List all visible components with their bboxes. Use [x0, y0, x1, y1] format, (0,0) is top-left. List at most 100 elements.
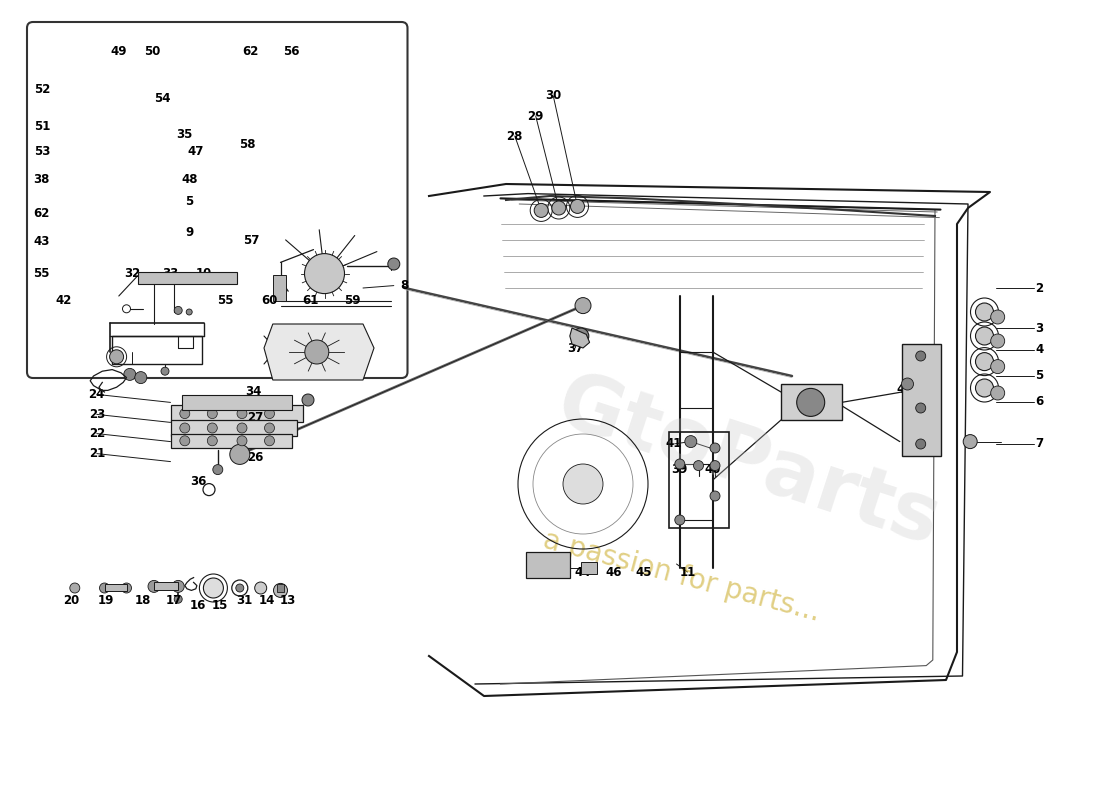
Text: 5: 5	[185, 195, 194, 208]
Circle shape	[976, 303, 993, 321]
Text: 24: 24	[89, 388, 104, 401]
Circle shape	[110, 350, 123, 364]
Circle shape	[230, 444, 250, 464]
Circle shape	[264, 436, 275, 446]
Bar	[581, 562, 597, 574]
Circle shape	[710, 461, 720, 470]
Text: 3: 3	[1035, 322, 1044, 334]
Circle shape	[124, 368, 135, 380]
Text: 48: 48	[180, 174, 198, 186]
Circle shape	[255, 582, 266, 594]
Circle shape	[915, 439, 926, 449]
Text: 57: 57	[243, 234, 258, 246]
Text: 23: 23	[89, 408, 104, 421]
Text: 16: 16	[190, 599, 206, 612]
Text: 45: 45	[636, 566, 651, 578]
Text: 39: 39	[672, 463, 688, 476]
Text: 35: 35	[177, 128, 192, 141]
Circle shape	[236, 409, 248, 418]
Text: 41: 41	[666, 438, 681, 450]
Circle shape	[207, 423, 218, 433]
Polygon shape	[570, 328, 590, 348]
Text: 59: 59	[344, 294, 361, 306]
Bar	[781, 384, 842, 420]
Text: 49: 49	[110, 46, 126, 58]
Circle shape	[693, 461, 704, 470]
Text: 28: 28	[507, 130, 522, 142]
Circle shape	[552, 201, 565, 215]
Circle shape	[236, 436, 248, 446]
Circle shape	[274, 583, 287, 598]
Text: 30: 30	[546, 90, 561, 102]
Circle shape	[305, 254, 344, 294]
Text: 9: 9	[185, 226, 194, 238]
Circle shape	[915, 403, 926, 413]
Circle shape	[388, 258, 399, 270]
Circle shape	[179, 436, 190, 446]
Circle shape	[976, 327, 993, 345]
Bar	[526, 552, 570, 578]
Text: 17: 17	[166, 594, 182, 606]
Text: 34: 34	[245, 386, 261, 398]
Text: 12: 12	[535, 566, 550, 578]
Text: 50: 50	[144, 46, 159, 58]
Circle shape	[575, 298, 591, 314]
Text: 61: 61	[302, 294, 318, 306]
Text: 62: 62	[243, 46, 258, 58]
Text: 55: 55	[34, 267, 51, 280]
Circle shape	[174, 595, 183, 603]
Bar	[902, 344, 940, 456]
Text: 22: 22	[89, 427, 104, 440]
Text: 53: 53	[34, 146, 50, 158]
Circle shape	[173, 581, 184, 592]
Bar	[170, 420, 297, 436]
Circle shape	[573, 328, 588, 344]
Circle shape	[207, 409, 218, 418]
Text: 36: 36	[190, 475, 206, 488]
Circle shape	[204, 578, 223, 598]
Text: 13: 13	[280, 594, 296, 606]
Text: 5: 5	[1035, 370, 1044, 382]
Circle shape	[976, 379, 993, 397]
Text: 62: 62	[34, 207, 50, 220]
Circle shape	[302, 394, 313, 406]
Circle shape	[710, 443, 720, 453]
Text: 54: 54	[154, 92, 172, 105]
Circle shape	[964, 434, 977, 449]
Text: 41: 41	[896, 383, 912, 396]
Circle shape	[69, 583, 80, 593]
Text: a passion for parts...: a passion for parts...	[540, 526, 824, 626]
Text: 8: 8	[400, 279, 409, 292]
Circle shape	[161, 367, 169, 375]
Text: 10: 10	[196, 267, 211, 280]
Text: 20: 20	[64, 594, 79, 606]
Text: 6: 6	[1035, 395, 1044, 408]
Text: 26: 26	[248, 451, 263, 464]
Bar	[170, 405, 302, 422]
Text: 55: 55	[218, 294, 233, 306]
Circle shape	[121, 583, 132, 593]
Circle shape	[902, 378, 913, 390]
Circle shape	[264, 409, 275, 418]
Text: 18: 18	[135, 594, 151, 606]
Text: 25: 25	[248, 432, 263, 445]
Bar	[182, 395, 292, 410]
Text: 40: 40	[705, 463, 720, 476]
Circle shape	[99, 583, 110, 593]
Text: 38: 38	[34, 174, 50, 186]
Circle shape	[212, 465, 223, 474]
Text: 51: 51	[34, 120, 50, 133]
Bar	[669, 432, 729, 528]
Circle shape	[710, 491, 720, 501]
Circle shape	[148, 581, 159, 592]
Circle shape	[135, 371, 146, 383]
Text: 2: 2	[1035, 282, 1044, 294]
Bar	[104, 584, 126, 591]
Text: 21: 21	[89, 447, 104, 460]
Circle shape	[915, 351, 926, 361]
Text: 44: 44	[575, 566, 592, 578]
Circle shape	[207, 436, 218, 446]
Circle shape	[674, 459, 685, 469]
Text: 7: 7	[1035, 438, 1044, 450]
Text: 46: 46	[606, 566, 623, 578]
